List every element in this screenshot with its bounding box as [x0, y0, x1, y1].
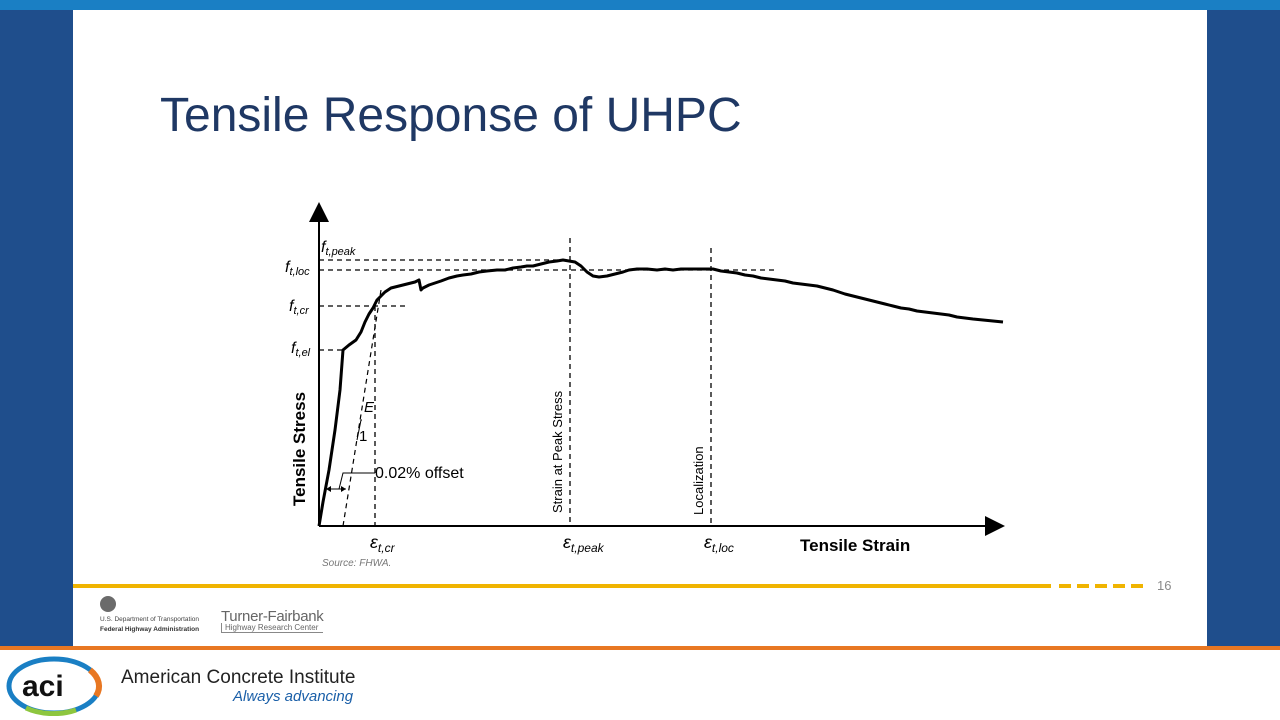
fhwa-line2: Federal Highway Administration	[100, 626, 200, 633]
left-side-panel	[0, 10, 73, 646]
right-side-panel	[1207, 10, 1280, 646]
slide: Tensile Response of UHPC ft,pea	[73, 10, 1207, 646]
x-axis-title: Tensile Strain	[800, 536, 910, 555]
epeak-label: εt,peak	[563, 532, 605, 555]
slope-e-label: E	[364, 399, 375, 416]
floc-label: ft,loc	[285, 259, 310, 278]
offset-label: 0.02% offset	[375, 465, 464, 482]
slope-triangle	[356, 419, 362, 441]
gold-dash	[1077, 584, 1089, 588]
slope-1-label: 1	[359, 428, 367, 445]
ecr-label: εt,cr	[370, 532, 396, 555]
gold-dash	[1095, 584, 1107, 588]
gold-dash	[1113, 584, 1125, 588]
orange-rule	[0, 646, 1280, 650]
tf-line1: Turner-Fairbank	[221, 608, 324, 625]
fel-label: ft,el	[291, 340, 311, 359]
svg-text:aci: aci	[22, 670, 64, 703]
gold-dash	[1131, 584, 1143, 588]
dot-seal-icon	[100, 596, 116, 612]
localization-label: Localization	[691, 446, 706, 515]
y-axis-title: Tensile Stress	[290, 392, 309, 506]
gold-dash	[1059, 584, 1071, 588]
eloc-label: εt,loc	[704, 532, 734, 555]
aci-ring-logo-icon: aci	[6, 656, 103, 716]
fpeak-label: ft,peak	[321, 239, 356, 258]
source-note: Source: FHWA.	[322, 558, 392, 569]
offset-arrowhead-left	[326, 486, 331, 492]
aci-tagline: Always advancing	[233, 688, 354, 705]
aci-footer: aci American Concrete Institute Always a…	[0, 650, 1280, 720]
aci-name: American Concrete Institute	[121, 667, 356, 688]
slide-title: Tensile Response of UHPC	[160, 89, 742, 142]
gold-rule	[73, 584, 1051, 588]
fcr-label: ft,cr	[289, 298, 310, 317]
tf-line2: Highway Research Center	[221, 623, 324, 633]
page-number: 16	[1157, 578, 1172, 593]
top-accent-bar	[0, 0, 1280, 10]
offset-leader	[338, 472, 375, 490]
peak-strain-label: Strain at Peak Stress	[550, 390, 565, 513]
tensile-response-diagram: ft,peak ft,loc ft,cr ft,el εt,cr εt,peak…	[285, 202, 1005, 555]
turner-fairbank-logo: Turner-Fairbank Highway Research Center	[221, 608, 324, 633]
offset-line	[342, 289, 382, 527]
offset-arrowhead-right	[341, 486, 346, 492]
stress-strain-curve	[317, 258, 1004, 527]
fhwa-line1: U.S. Department of Transportation	[100, 616, 199, 623]
